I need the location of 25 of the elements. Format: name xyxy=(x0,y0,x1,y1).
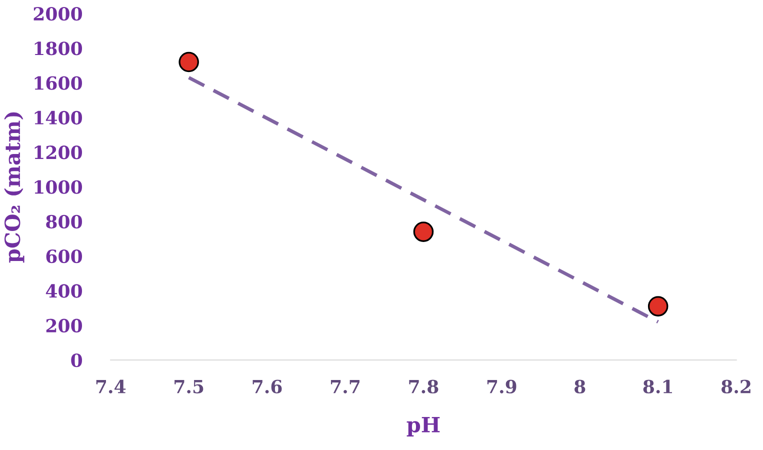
x-tick-label: 7.6 xyxy=(252,380,282,394)
y-tick-label: 1200 xyxy=(34,146,82,160)
y-tick-label: 1400 xyxy=(34,110,82,125)
y-tick-label: 200 xyxy=(46,318,82,332)
x-tick-label: 7.8 xyxy=(409,380,438,394)
x-tick-label: 7.7 xyxy=(330,380,360,394)
y-tick-label: 2000 xyxy=(34,6,82,21)
y-tick-label: 800 xyxy=(46,214,82,229)
point xyxy=(413,222,434,242)
x-tick-label: 8.1 xyxy=(643,380,672,394)
x-tick-label: 7.9 xyxy=(487,380,516,394)
y-tick-label: 1000 xyxy=(34,180,82,194)
x-tick-label: 8.2 xyxy=(722,380,750,394)
x-tick-label: 7.4 xyxy=(96,380,126,394)
x-tick-label: 8 xyxy=(574,380,586,394)
point xyxy=(178,52,199,72)
x-tick-label: 7.5 xyxy=(174,380,204,394)
y-tick-label: 0 xyxy=(71,353,82,368)
y-tick-label: 400 xyxy=(46,284,82,298)
y-tick-label: 600 xyxy=(46,250,82,264)
point xyxy=(648,296,668,316)
y-tick-label: 1800 xyxy=(34,42,82,56)
y-tick-label: 1600 xyxy=(34,76,82,90)
x-axis-title: pH xyxy=(406,417,440,437)
y-axis-title: pCO₂ (matm) xyxy=(4,112,24,263)
